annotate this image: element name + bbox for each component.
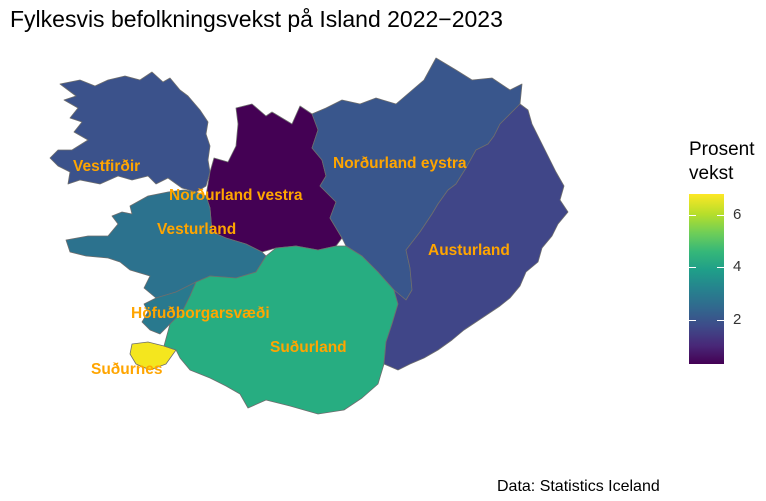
legend-tick-right (717, 320, 724, 321)
label-vestfirdir: Vestfirðir (73, 158, 140, 175)
label-hofudborgarsvaedi: Höfuðborgarsvæði (131, 305, 270, 322)
legend-tick-left (689, 215, 696, 216)
label-vesturland: Vesturland (157, 221, 236, 238)
label-nordurland-eystra: Norðurland eystra (333, 155, 467, 172)
map-title: Fylkesvis befolkningsvekst på Island 202… (10, 6, 503, 32)
legend-tick-left (689, 267, 696, 268)
legend-title: Prosent vekst (689, 138, 754, 186)
label-austurland: Austurland (428, 242, 510, 259)
legend-title-line2: vekst (689, 163, 734, 184)
region-vestfirdir[interactable] (49, 71, 211, 193)
legend-tick-left (689, 320, 696, 321)
legend-colorbar (689, 194, 724, 364)
region-sudurnes[interactable] (129, 341, 177, 371)
label-nordurland-vestra: Norðurland vestra (169, 187, 303, 204)
label-sudurnes: Suðurnes (91, 361, 162, 378)
legend-title-line1: Prosent (689, 139, 755, 160)
legend-tick-label: 6 (733, 206, 742, 223)
data-source-caption: Data: Statistics Iceland (497, 478, 660, 495)
legend-tick-right (717, 267, 724, 268)
legend-tick-label: 4 (733, 258, 742, 275)
region-hofudborgarsvaedi[interactable] (141, 281, 197, 335)
legend-tick-right (717, 215, 724, 216)
label-sudurland: Suðurland (270, 339, 347, 356)
region-austurland[interactable] (383, 103, 569, 371)
region-sudurland[interactable] (163, 245, 399, 415)
legend-tick-label: 2 (733, 311, 742, 328)
